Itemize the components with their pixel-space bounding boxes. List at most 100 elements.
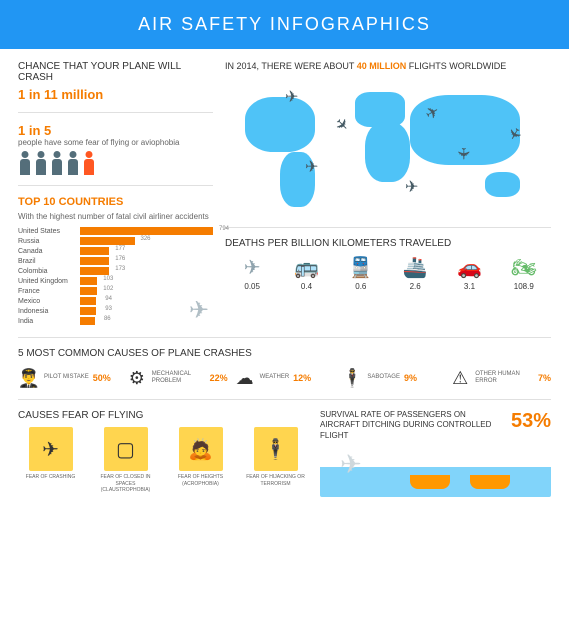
- transport-item: ✈ 0.05: [225, 255, 279, 291]
- bar-value: 86: [104, 316, 111, 322]
- transport-value: 0.05: [225, 282, 279, 291]
- bar-label: United Kingdom: [18, 278, 80, 285]
- person-icon: [66, 151, 80, 175]
- fears-section: CAUSES FEAR OF FLYING ✈ FEAR OF CRASHING…: [18, 410, 308, 497]
- bar-row: United States 794: [18, 227, 213, 235]
- bar-value: 177: [115, 246, 125, 252]
- top10-subtitle: With the highest number of fatal civil a…: [18, 212, 213, 221]
- bar-row: India 86: [18, 317, 213, 325]
- transport-item: 🚢 2.6: [388, 255, 442, 291]
- cause-name: SABOTAGE: [367, 374, 400, 381]
- bar-label: Indonesia: [18, 308, 80, 315]
- bar-row: Mexico 94: [18, 297, 213, 305]
- cause-pct: 22%: [210, 373, 228, 383]
- divider: [18, 337, 551, 338]
- fear-label: FEAR OF CRASHING: [18, 474, 83, 481]
- crash-chance-block: Chance that your plane will crash 1 in 1…: [18, 61, 213, 102]
- transport-row: ✈ 0.05🚌 0.4🚆 0.6🚢 2.6🚗 3.1🏍 108.9: [225, 255, 551, 291]
- cause-pct: 50%: [93, 373, 111, 383]
- divider: [18, 112, 213, 113]
- cause-item: ☁ WEATHER 12%: [234, 367, 336, 389]
- motorcycle-icon: 🏍: [508, 255, 540, 279]
- plane-decoration-icon: ✈: [189, 296, 209, 325]
- hijack-icon: 🕴: [254, 427, 298, 471]
- heights-icon: 🙇: [179, 427, 223, 471]
- fear-label: FEAR OF HIJACKING OR TERRORISM: [243, 474, 308, 487]
- bar-row: United Kingdom 103: [18, 277, 213, 285]
- cause-name: MECHANICAL PROBLEM: [152, 371, 206, 385]
- fear-stat-label: people have some fear of flying or aviop…: [18, 138, 213, 147]
- cloud-icon: ☁: [234, 367, 256, 389]
- cause-name: PILOT MISTAKE: [44, 374, 89, 381]
- world-map: ✈ ✈ ✈ ✈ ✈ ✈ ✈: [225, 77, 551, 217]
- life-raft-icon: [470, 475, 510, 489]
- bar-row: Russia 326: [18, 237, 213, 245]
- cause-name: WEATHER: [260, 374, 290, 381]
- transport-value: 3.1: [442, 282, 496, 291]
- fear-item: 🕴 FEAR OF HIJACKING OR TERRORISM: [243, 427, 308, 494]
- crash-icon: ✈: [29, 427, 73, 471]
- airplane-icon: ✈: [405, 177, 423, 195]
- map-title: IN 2014, THERE WERE ABOUT 40 MILLION FLI…: [225, 61, 551, 71]
- survival-section: Survival rate of passengers on aircraft …: [320, 410, 551, 497]
- cause-item: 🕴 SABOTAGE 9%: [341, 367, 443, 389]
- fear-item: ✈ FEAR OF CRASHING: [18, 427, 83, 494]
- page-title: AIR SAFETY INFOGRAPHICS: [0, 0, 569, 49]
- bar-label: United States: [18, 228, 80, 235]
- survival-text: Survival rate of passengers on aircraft …: [320, 410, 505, 441]
- map-section: IN 2014, THERE WERE ABOUT 40 MILLION FLI…: [225, 61, 551, 217]
- right-column: IN 2014, THERE WERE ABOUT 40 MILLION FLI…: [225, 61, 551, 327]
- bar-row: Indonesia 93: [18, 307, 213, 315]
- pilot-icon: 👨‍✈️: [18, 367, 40, 389]
- bar-row: Canada 177: [18, 247, 213, 255]
- transport-value: 0.6: [334, 282, 388, 291]
- bar-label: Mexico: [18, 298, 80, 305]
- bar-label: Russia: [18, 238, 80, 245]
- bar-label: Brazil: [18, 258, 80, 265]
- survival-pct: 53%: [511, 410, 551, 433]
- terrorist-icon: 🕴: [341, 367, 363, 389]
- gears-icon: ⚙: [126, 367, 148, 389]
- ditched-plane-icon: ✈: [340, 449, 362, 480]
- top10-title: Top 10 countries: [18, 196, 213, 208]
- cause-pct: 12%: [293, 373, 311, 383]
- bar-row: Brazil 176: [18, 257, 213, 265]
- crash-chance-value: 1 in 11 million: [18, 87, 213, 102]
- transport-value: 0.4: [279, 282, 333, 291]
- train-icon: 🚆: [345, 255, 377, 279]
- bar-value: 176: [115, 256, 125, 262]
- cause-item: ⚙ MECHANICAL PROBLEM 22%: [126, 367, 228, 389]
- cause-item: 👨‍✈️ PILOT MISTAKE 50%: [18, 367, 120, 389]
- bar-value: 94: [105, 296, 112, 302]
- people-pictogram: [18, 151, 213, 175]
- transport-item: 🚌 0.4: [279, 255, 333, 291]
- person-icon: [34, 151, 48, 175]
- airplane-icon: ✈: [331, 113, 356, 138]
- divider: [225, 227, 551, 228]
- bus-icon: 🚌: [290, 255, 322, 279]
- deaths-title: DEATHS PER BILLION KILOMETERS TRAVELED: [225, 238, 551, 249]
- closed-icon: ▢: [104, 427, 148, 471]
- transport-value: 2.6: [388, 282, 442, 291]
- left-column: Chance that your plane will crash 1 in 1…: [18, 61, 213, 327]
- map-highlight: 40 MILLION: [357, 61, 407, 71]
- airplane-icon: ✈: [305, 157, 323, 175]
- fear-item: ▢ FEAR OF CLOSED IN SPACES(CLAUSTROPHOBI…: [93, 427, 158, 494]
- fears-row: ✈ FEAR OF CRASHING▢ FEAR OF CLOSED IN SP…: [18, 427, 308, 494]
- bar-value: 103: [103, 276, 113, 282]
- divider: [18, 185, 213, 186]
- airplane-icon: ✈: [285, 87, 303, 105]
- map-prefix: IN 2014, THERE WERE ABOUT: [225, 61, 357, 71]
- fear-stat-block: 1 in 5 people have some fear of flying o…: [18, 123, 213, 175]
- person-icon: [82, 151, 96, 175]
- divider: [18, 399, 551, 400]
- plane-icon: ✈: [236, 255, 268, 279]
- warning-icon: ⚠: [449, 367, 471, 389]
- map-suffix: FLIGHTS WORLDWIDE: [406, 61, 506, 71]
- bar-value: 93: [105, 306, 112, 312]
- top10-bars: United States 794 Russia 326 Canada 177 Bra…: [18, 227, 213, 325]
- transport-item: 🚆 0.6: [334, 255, 388, 291]
- bar-value: 102: [103, 286, 113, 292]
- bar-value: 794: [219, 226, 229, 232]
- fears-title: CAUSES FEAR OF FLYING: [18, 410, 308, 421]
